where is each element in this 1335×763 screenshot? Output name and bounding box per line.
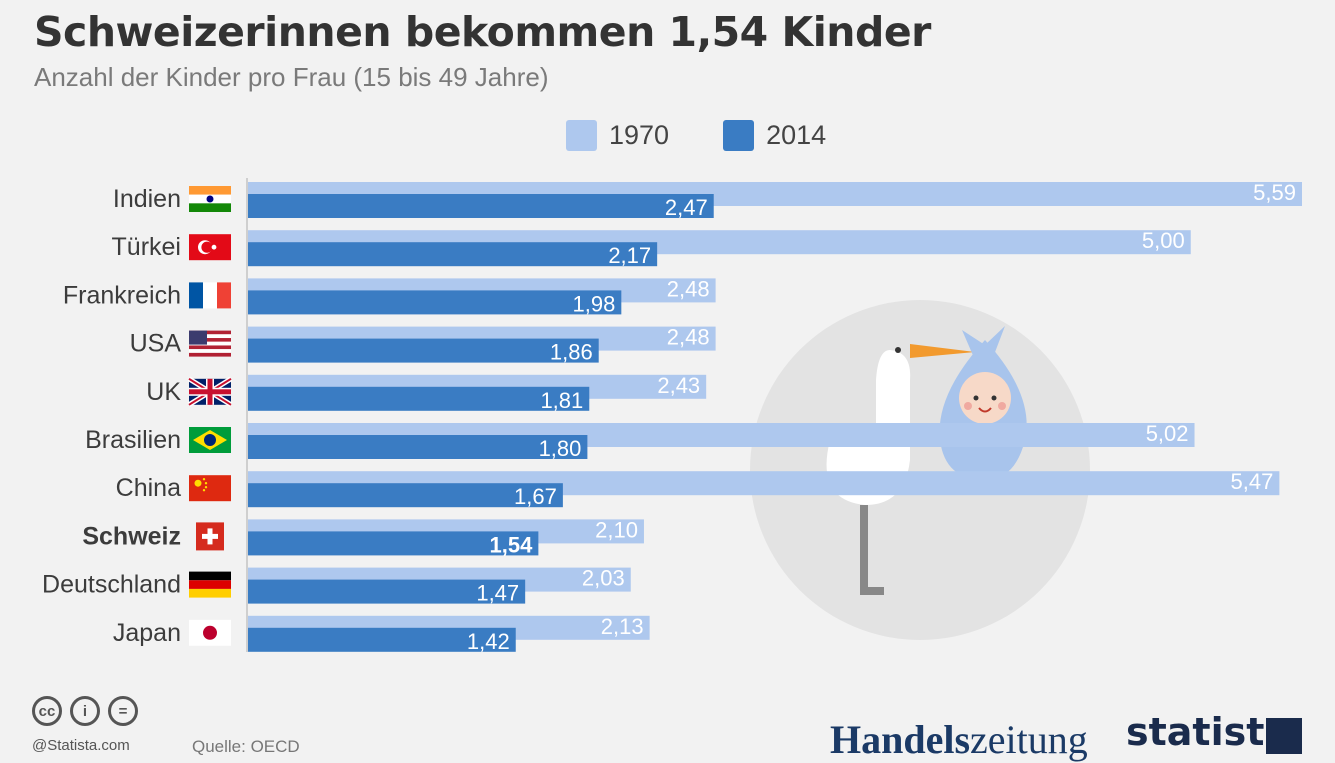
data-label-2014-uk: 1,81 <box>540 388 583 413</box>
data-label-2014-usa: 1,86 <box>550 340 593 365</box>
chart-title: Schweizerinnen bekommen 1,54 Kinder <box>34 8 931 56</box>
by-icon[interactable]: i <box>70 696 100 726</box>
chart-subtitle: Anzahl der Kinder pro Frau (15 bis 49 Ja… <box>34 62 549 92</box>
data-label-1970-frankreich: 2,48 <box>667 276 710 301</box>
bars-group: 5,59 2,47 Indien 5,00 2,17 Türkei 2,48 1,98 Fran… <box>42 180 1302 654</box>
data-label-1970-deutschland: 2,03 <box>582 566 625 591</box>
data-label-1970-china: 5,47 <box>1231 469 1274 494</box>
stork-leg <box>860 505 868 595</box>
uk-flag-icon <box>187 376 233 407</box>
statista-credit[interactable]: @Statista.com <box>32 737 130 754</box>
statista-logo[interactable]: statista <box>1126 710 1291 754</box>
license-icons: cc i = <box>32 696 146 726</box>
bar-chart: 5,59 2,47 Indien 5,00 2,17 Türkei 2,48 1,98 Fran… <box>42 178 1302 654</box>
india-flag-icon <box>189 186 231 212</box>
category-label-brasilien: Brasilien <box>85 426 181 454</box>
category-label-frankreich: Frankreich <box>63 281 181 309</box>
category-label-china: China <box>116 474 181 502</box>
bar-2014-frankreich <box>248 290 622 315</box>
data-label-2014-frankreich: 1,98 <box>573 291 616 316</box>
germany-flag-icon <box>189 571 231 598</box>
data-label-1970-schweiz: 2,10 <box>595 517 638 542</box>
legend-swatch-1970 <box>566 120 597 151</box>
china-flag-icon <box>189 475 231 502</box>
category-label-usa: USA <box>130 330 182 358</box>
cc-icon[interactable]: cc <box>32 696 62 726</box>
bar-2014-usa <box>248 338 599 363</box>
legend-label-1970: 1970 <box>609 120 670 150</box>
logo-hz-light: zeitung <box>970 717 1088 762</box>
data-label-2014-deutschland: 1,47 <box>476 581 519 606</box>
baby-cheek-left <box>964 402 972 410</box>
baby-face <box>959 372 1011 424</box>
data-label-2014-japan: 1,42 <box>467 629 510 654</box>
baby-eye-right <box>991 395 997 401</box>
bar-2014-deutschland <box>248 579 526 604</box>
legend-item-1970: 1970 <box>566 120 669 151</box>
data-label-1970-uk: 2,43 <box>657 373 700 398</box>
handelszeitung-logo[interactable]: Handelszeitung <box>830 716 1088 763</box>
brazil-flag-icon <box>189 427 231 453</box>
stork-beak <box>910 344 975 358</box>
bar-2014-brasilien <box>248 435 588 459</box>
data-label-1970-brasilien: 5,02 <box>1146 421 1189 446</box>
usa-flag-icon <box>189 330 231 357</box>
source-note: Quelle: OECD <box>192 737 300 756</box>
data-label-1970-türkei: 5,00 <box>1142 228 1185 253</box>
turkey-flag-icon <box>189 234 231 261</box>
bar-2014-china <box>248 483 563 508</box>
bundle-knot <box>962 326 1005 360</box>
baby-eye-left <box>973 395 979 401</box>
legend: 1970 2014 <box>566 120 880 151</box>
stork-illustration <box>750 300 1090 640</box>
legend-swatch-2014 <box>723 120 755 151</box>
category-label-japan: Japan <box>113 619 181 647</box>
data-label-1970-usa: 2,48 <box>667 325 710 350</box>
data-label-2014-indien: 2,47 <box>665 195 708 220</box>
bar-2014-türkei <box>248 242 658 267</box>
bar-2014-schweiz <box>248 531 539 556</box>
bar-2014-japan <box>248 627 516 652</box>
data-label-1970-indien: 5,59 <box>1253 180 1296 205</box>
data-label-2014-brasilien: 1,80 <box>539 436 582 461</box>
stork-body <box>826 350 911 505</box>
logo-hz-bold: Handels <box>830 717 971 762</box>
baby-cheek-right <box>998 402 1006 410</box>
bar-2014-indien <box>248 194 714 218</box>
stork-eye <box>895 347 901 353</box>
legend-item-2014: 2014 <box>723 120 826 151</box>
data-label-1970-japan: 2,13 <box>601 614 644 639</box>
stork-foot <box>860 587 884 595</box>
baby-mouth <box>978 407 992 413</box>
japan-flag-icon <box>189 619 231 646</box>
nd-icon[interactable]: = <box>108 696 138 726</box>
data-label-2014-türkei: 2,17 <box>608 243 651 268</box>
switzerland-flag-icon <box>196 522 224 551</box>
category-label-uk: UK <box>146 378 181 406</box>
category-label-indien: Indien <box>113 185 181 213</box>
statista-logo-mark <box>1266 718 1302 754</box>
bar-2014-uk <box>248 386 590 411</box>
france-flag-icon <box>189 282 231 309</box>
category-label-türkei: Türkei <box>112 233 181 261</box>
data-label-2014-china: 1,67 <box>514 484 557 509</box>
category-label-schweiz: Schweiz <box>82 522 181 550</box>
legend-label-2014: 2014 <box>766 120 827 150</box>
category-label-deutschland: Deutschland <box>42 571 181 599</box>
data-label-2014-schweiz: 1,54 <box>490 532 534 557</box>
